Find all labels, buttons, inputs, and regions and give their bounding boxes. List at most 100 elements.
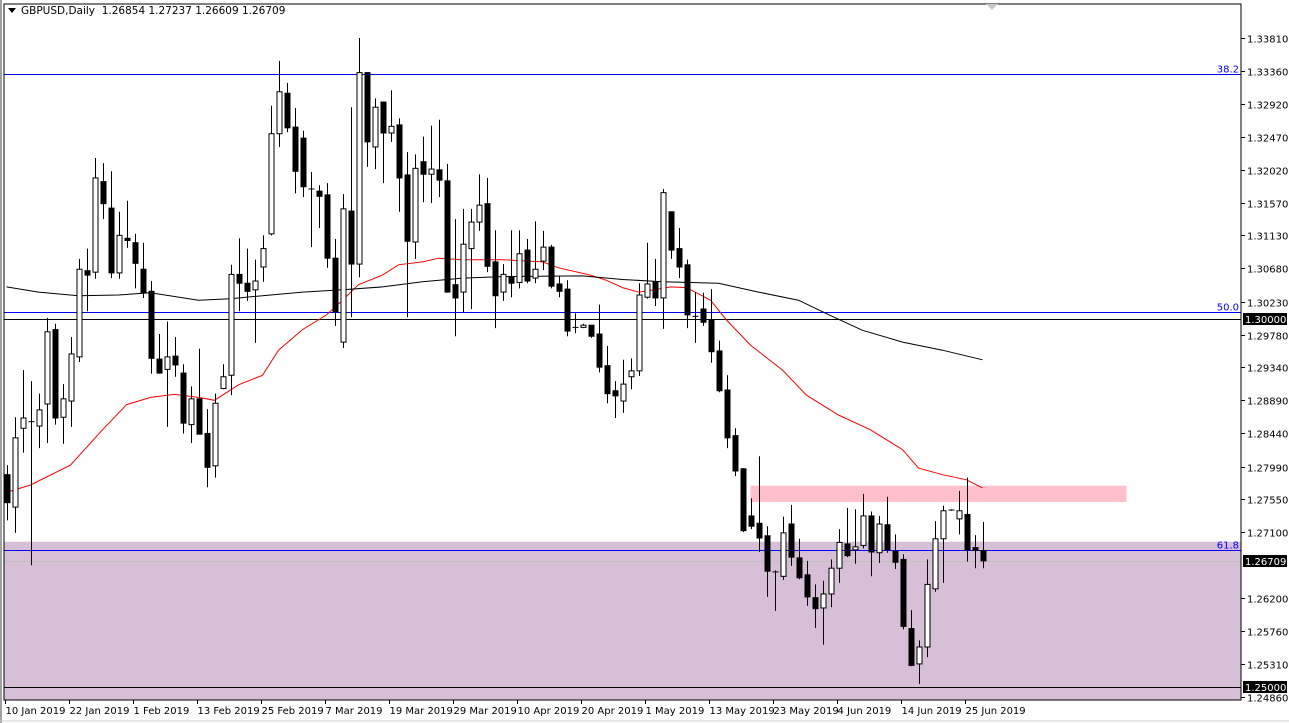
- bear-candle: [788, 523, 795, 558]
- bear-candle: [204, 432, 211, 468]
- bull-candle: [412, 167, 419, 243]
- bull-candle: [820, 593, 827, 609]
- bear-candle: [324, 194, 331, 259]
- bull-candle: [620, 383, 627, 402]
- time-tick-label: 22 Jan 2019: [70, 706, 130, 717]
- bear-candle: [180, 372, 187, 424]
- bear-candle: [436, 169, 443, 181]
- price-label: 1.30000: [1245, 315, 1286, 326]
- bear-candle: [484, 203, 491, 267]
- price-tick-label: 1.30230: [1247, 299, 1288, 310]
- bear-candle: [964, 513, 971, 551]
- bull-candle: [540, 246, 547, 262]
- bull-candle: [340, 208, 347, 343]
- price-tick-label: 1.27990: [1247, 464, 1288, 475]
- bear-candle: [892, 550, 899, 563]
- bull-candle: [60, 398, 67, 418]
- bull-candle: [780, 532, 787, 577]
- bear-candle: [172, 355, 179, 366]
- chart-shift-marker-icon[interactable]: [986, 4, 998, 10]
- time-axis: 10 Jan 2019 22 Jan 2019 1 Feb 2019 13 Feb 2…: [5, 700, 1026, 717]
- bear-candle: [292, 126, 299, 172]
- bear-candle: [716, 350, 723, 392]
- support-zone: [4, 541, 1241, 700]
- fib-label: 61.8: [1217, 541, 1239, 552]
- time-tick-label: 1 Feb 2019: [134, 706, 190, 717]
- bull-candle: [660, 192, 667, 299]
- bull-candle: [164, 356, 171, 370]
- bear-candle: [708, 319, 715, 353]
- bear-candle: [236, 273, 243, 284]
- bull-candle: [92, 177, 99, 273]
- bull-candle: [468, 221, 475, 250]
- horizontal-lines-layer: 38.2 50.0 61.8: [4, 65, 1241, 688]
- time-tick-label: 20 Apr 2019: [582, 706, 644, 717]
- bear-candle: [868, 515, 875, 553]
- price-tick-label: 1.32020: [1247, 167, 1288, 178]
- bear-candle: [364, 72, 371, 143]
- bear-candle: [124, 237, 131, 242]
- price-label-bg: [1243, 313, 1287, 325]
- fib-label: 38.2: [1217, 65, 1239, 76]
- bear-candle: [884, 524, 891, 551]
- bear-candle: [508, 276, 515, 284]
- bear-candle: [556, 283, 563, 292]
- time-tick-label: 25 Jun 2019: [966, 706, 1026, 717]
- price-label: 1.26709: [1245, 557, 1286, 568]
- time-tick-label: 13 May 2019: [710, 706, 775, 717]
- price-tick-label: 1.29780: [1247, 332, 1288, 343]
- bear-candle: [316, 190, 323, 197]
- bull-candle: [916, 646, 923, 665]
- bear-candle: [676, 248, 683, 268]
- bull-candle: [428, 168, 435, 175]
- price-axis: 1.33810 1.33360 1.32920 1.32470 1.32020 1.315…: [1241, 35, 1288, 705]
- bear-candle: [332, 257, 339, 313]
- price-tick-label: 1.33810: [1247, 35, 1288, 46]
- bear-candle: [844, 543, 851, 557]
- plot-frame: [3, 3, 1242, 701]
- bear-candle: [404, 174, 411, 242]
- bull-candle: [116, 234, 123, 274]
- bear-candle: [492, 261, 499, 297]
- bear-candle: [980, 550, 987, 562]
- zones-layer: [4, 485, 1241, 700]
- bear-candle: [972, 547, 979, 552]
- bear-candle: [564, 288, 571, 332]
- bull-candle: [924, 583, 931, 648]
- price-tick-label: 1.29340: [1247, 364, 1288, 375]
- time-tick-label: 13 Feb 2019: [198, 706, 260, 717]
- bear-candle: [4, 474, 11, 504]
- fib-label: 50.0: [1217, 303, 1239, 314]
- bear-candle: [132, 242, 139, 264]
- bear-candle: [700, 308, 707, 323]
- bear-candle: [452, 284, 459, 299]
- bull-candle: [268, 133, 275, 235]
- bear-candle: [908, 628, 915, 666]
- dropdown-triangle-icon[interactable]: [8, 8, 16, 13]
- bull-candle: [220, 376, 227, 390]
- bear-candle: [300, 137, 307, 188]
- price-tick-label: 1.25310: [1247, 661, 1288, 672]
- bear-candle: [596, 333, 603, 368]
- price-label-bg: [1243, 681, 1287, 693]
- price-tick-label: 1.25760: [1247, 628, 1288, 639]
- price-label: 1.25000: [1245, 683, 1286, 694]
- ohlc-readout: 1.26854 1.27237 1.26609 1.26709: [101, 5, 286, 17]
- price-tick-label: 1.28440: [1247, 430, 1288, 441]
- price-tick-label: 1.31130: [1247, 232, 1288, 243]
- bear-candle: [156, 358, 163, 374]
- bear-candle: [396, 124, 403, 179]
- bear-candle: [652, 281, 659, 299]
- bear-candle: [348, 210, 355, 265]
- bull-candle: [388, 125, 395, 134]
- bull-candle: [76, 268, 83, 358]
- bull-candle: [252, 280, 259, 291]
- bull-candle: [68, 353, 75, 402]
- bull-candle: [12, 437, 19, 508]
- bear-candle: [196, 398, 203, 435]
- bull-candle: [20, 417, 27, 429]
- price-tick-label: 1.31570: [1247, 200, 1288, 211]
- price-tick-label: 1.30680: [1247, 265, 1288, 276]
- bull-candle: [940, 510, 947, 540]
